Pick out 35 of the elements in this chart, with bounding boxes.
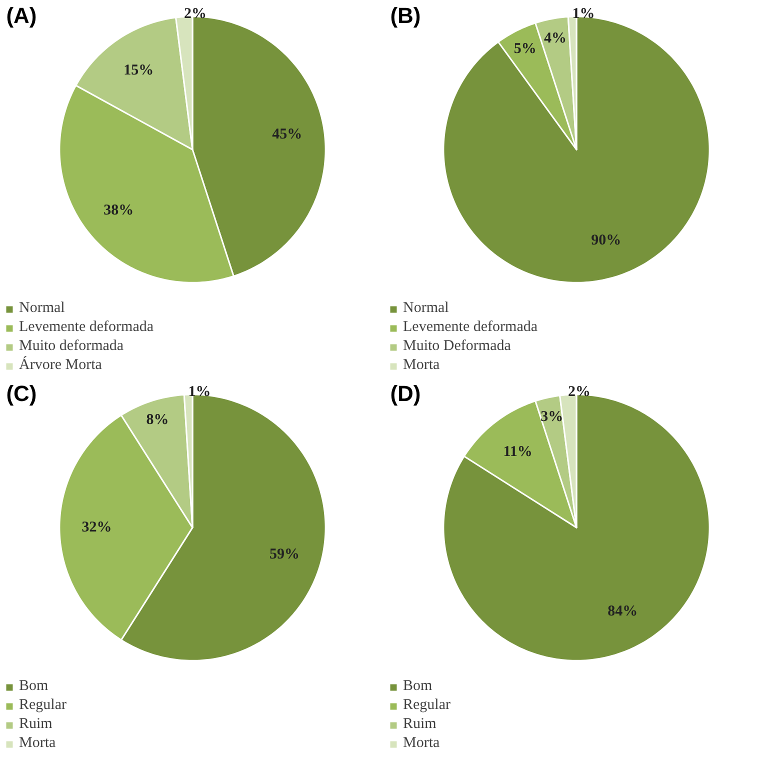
data-label: 15%: [124, 62, 154, 78]
data-label: 32%: [82, 520, 112, 536]
data-label: 8%: [146, 412, 169, 428]
legend-label: Bom: [19, 678, 48, 695]
data-label: 45%: [272, 126, 302, 143]
data-label: 1%: [572, 6, 595, 22]
data-label: 2%: [568, 384, 590, 400]
legend-label: Regular: [403, 697, 450, 714]
chart-title: (B): [390, 3, 421, 28]
legend-label: Regular: [19, 697, 66, 714]
legend-label: Muito deformada: [19, 338, 124, 355]
legend-label: Normal: [19, 300, 65, 317]
data-label: 11%: [503, 444, 532, 460]
legend-label: Ruim: [19, 716, 52, 733]
legend-label: Levemente deformada: [19, 319, 154, 336]
data-label: 90%: [591, 232, 622, 249]
data-label: 4%: [544, 30, 567, 46]
data-label: 2%: [184, 6, 206, 22]
data-label: 84%: [608, 604, 638, 620]
data-label: 38%: [104, 202, 134, 219]
chart-title: (A): [6, 3, 37, 28]
legend-label: Morta: [403, 357, 440, 374]
data-label: 1%: [188, 384, 211, 400]
legend-label: Morta: [403, 735, 440, 752]
chart-title: (C): [6, 381, 37, 406]
legend-label: Morta: [19, 735, 56, 752]
data-label: 5%: [514, 40, 536, 57]
legend-label: Normal: [403, 300, 449, 317]
legend-label: Bom: [403, 678, 432, 695]
legend-label: Muito Deformada: [403, 338, 511, 355]
chart-title: (D): [390, 381, 421, 406]
data-label: 59%: [269, 546, 300, 562]
legend-label: Levemente deformada: [403, 319, 538, 336]
legend-label: Ruim: [403, 716, 436, 733]
legend-label: Árvore Morta: [19, 357, 102, 374]
